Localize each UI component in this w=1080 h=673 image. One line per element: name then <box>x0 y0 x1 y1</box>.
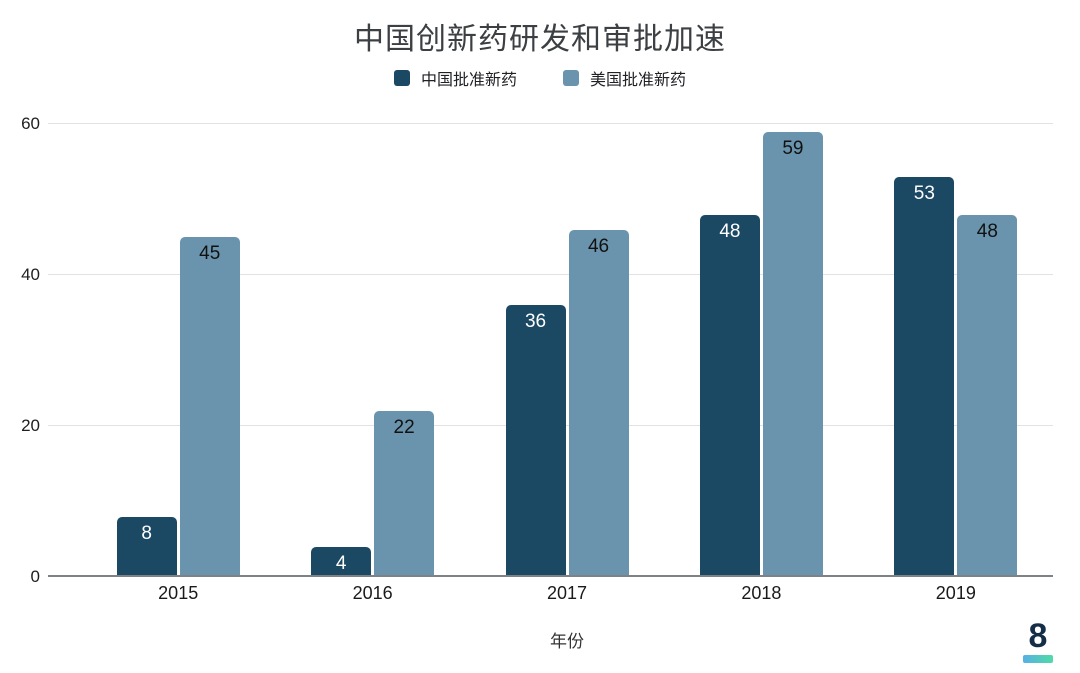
legend-item-usa: 美国批准新药 <box>563 66 686 90</box>
bar-value-label: 46 <box>587 235 610 257</box>
chart-title: 中国创新药研发和审批加速 <box>354 23 726 56</box>
bar-value-label: 22 <box>393 416 415 438</box>
bar-series0-2016: 4 <box>311 546 372 577</box>
bar-series1-2018: 59 <box>762 131 823 577</box>
bar-series1-2019: 48 <box>957 214 1018 577</box>
x-axis-title: 年份 <box>550 632 584 651</box>
bar-group-2018: 48 59 <box>664 124 858 577</box>
plot-area: 8 45 4 22 36 46 48 59 53 48 <box>48 123 1053 577</box>
brand-logo: 8 <box>1018 618 1058 663</box>
bar-value-label: 48 <box>719 220 741 242</box>
y-tick-label: 0 <box>30 567 40 586</box>
legend-label-china: 中国批准新药 <box>420 72 517 89</box>
bar-group-2015: 8 45 <box>81 124 275 577</box>
bar-group-2016: 4 22 <box>275 124 469 577</box>
y-axis-ticks: 0 20 40 60 <box>0 114 40 586</box>
y-tick-label: 40 <box>21 265 40 284</box>
bar-series0-2015: 8 <box>116 516 177 577</box>
x-axis-baseline <box>48 575 1053 577</box>
legend: 中国批准新药 美国批准新药 <box>0 66 1080 90</box>
bar-value-label: 48 <box>976 220 998 242</box>
bar-group-2019: 53 48 <box>859 124 1053 577</box>
bar-series0-2019: 53 <box>894 176 955 577</box>
bar-series0-2018: 48 <box>699 214 760 577</box>
legend-label-usa: 美国批准新药 <box>590 72 687 89</box>
logo-gradient-pill <box>1023 655 1053 663</box>
x-tick-label: 2016 <box>352 583 393 603</box>
x-axis-ticks: 2015 2016 2017 2018 2019 <box>81 583 1053 604</box>
bar-value-label: 4 <box>335 552 347 574</box>
legend-swatch-china <box>393 70 410 86</box>
legend-swatch-usa <box>563 70 579 86</box>
bar-group-2017: 36 46 <box>470 124 664 577</box>
x-tick-label: 2019 <box>935 583 976 603</box>
bar-series1-2017: 46 <box>568 229 629 577</box>
bar-value-label: 8 <box>141 522 152 544</box>
y-tick-label: 60 <box>21 114 40 133</box>
bar-value-label: 45 <box>199 243 221 265</box>
bars-row: 8 45 4 22 36 46 48 59 53 48 <box>81 124 1053 577</box>
bar-series1-2015: 45 <box>179 237 240 577</box>
gridline <box>48 274 1053 275</box>
y-tick-label: 20 <box>21 416 40 435</box>
gridline <box>48 123 1053 124</box>
logo-8-glyph: 8 <box>1028 617 1048 655</box>
x-tick-label: 2018 <box>741 583 782 603</box>
x-tick-label: 2015 <box>158 583 199 603</box>
bar-series0-2017: 36 <box>505 305 566 577</box>
legend-item-china: 中国批准新药 <box>393 66 517 90</box>
bar-value-label: 59 <box>782 137 804 159</box>
bar-value-label: 36 <box>524 311 547 333</box>
bar-series1-2016: 22 <box>374 410 435 577</box>
x-tick-label: 2017 <box>546 583 588 603</box>
bar-value-label: 53 <box>913 182 935 204</box>
